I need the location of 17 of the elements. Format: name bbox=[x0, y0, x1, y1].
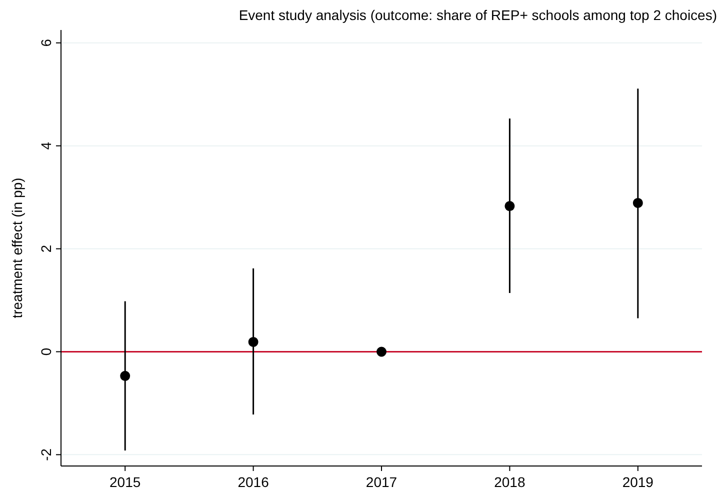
x-tick-label: 2017 bbox=[366, 474, 398, 490]
y-tick-label: 0 bbox=[38, 348, 54, 356]
y-axis-title: treatment effect (in pp) bbox=[9, 178, 25, 318]
y-tick-label: -2 bbox=[38, 448, 54, 461]
y-tick-label: 6 bbox=[38, 38, 54, 47]
y-tick-label: 2 bbox=[38, 244, 54, 253]
point bbox=[376, 346, 386, 357]
point bbox=[248, 336, 258, 347]
y-tick-label: 4 bbox=[38, 142, 54, 150]
x-tick-label: 2018 bbox=[494, 474, 526, 490]
x-tick-label: 2016 bbox=[238, 474, 270, 490]
point bbox=[120, 370, 130, 381]
point bbox=[632, 198, 643, 208]
x-tick-label: 2019 bbox=[622, 474, 654, 490]
x-tick-label: 2015 bbox=[110, 474, 141, 490]
chart-title: Event study analysis (outcome: share of REP+ schools among top 2 choices) bbox=[238, 7, 717, 23]
point bbox=[504, 201, 515, 212]
